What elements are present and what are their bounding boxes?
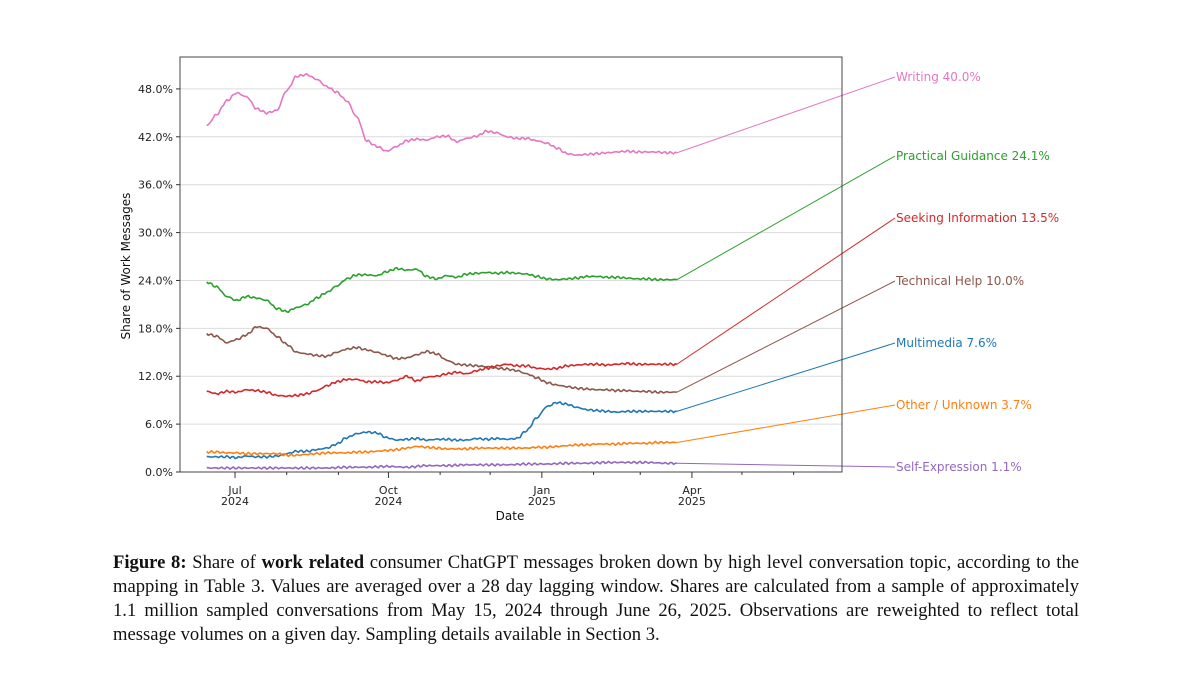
legend-connector bbox=[676, 404, 896, 443]
legend-connector bbox=[676, 217, 896, 365]
legend-connectors bbox=[676, 76, 896, 468]
y-tick-label: 6.0% bbox=[145, 418, 173, 431]
gridlines bbox=[180, 88, 842, 473]
y-tick-label: 18.0% bbox=[138, 322, 173, 335]
legend-connector bbox=[676, 342, 896, 412]
y-axis-title: Share of Work Messages bbox=[119, 193, 133, 340]
x-tick-month: Oct bbox=[379, 484, 399, 497]
line-chart: 0.0% 6.0% 12.0% 18.0% 24.0% 30.0% 36.0% 42.0% 48… bbox=[119, 56, 1059, 523]
x-tick-month: Jan bbox=[532, 484, 550, 497]
series-line-other-unknown bbox=[206, 440, 677, 458]
y-tick-label: 0.0% bbox=[145, 466, 173, 479]
y-tick-label: 24.0% bbox=[138, 274, 173, 287]
caption-label: Figure 8: bbox=[113, 552, 187, 573]
x-tick-month: Jul bbox=[227, 484, 241, 497]
y-tick-label: 48.0% bbox=[138, 83, 173, 96]
legend-label: Multimedia 7.6% bbox=[896, 336, 997, 350]
x-tick-year: 2025 bbox=[678, 495, 706, 508]
plot-frame bbox=[179, 56, 843, 473]
x-tick-year: 2025 bbox=[528, 495, 556, 508]
y-tick-label: 36.0% bbox=[138, 179, 173, 192]
y-axis: 0.0% 6.0% 12.0% 18.0% 24.0% 30.0% 36.0% 42.0% 48… bbox=[138, 83, 180, 479]
legend-connector bbox=[676, 462, 896, 468]
legend-label: Writing 40.0% bbox=[896, 70, 981, 84]
legend-connector bbox=[676, 280, 896, 393]
legend-label: Other / Unknown 3.7% bbox=[896, 398, 1032, 412]
series-lines bbox=[206, 72, 678, 470]
series-line-technical-help bbox=[206, 325, 677, 394]
legend-label: Self-Expression 1.1% bbox=[896, 460, 1022, 474]
series-line-practical-guidance bbox=[206, 266, 678, 313]
series-line-writing bbox=[206, 72, 678, 157]
x-tick-year: 2024 bbox=[221, 495, 249, 508]
y-tick-label: 42.0% bbox=[138, 131, 173, 144]
legend-connector bbox=[676, 155, 896, 281]
y-tick-label: 30.0% bbox=[138, 227, 173, 240]
legend-label: Practical Guidance 24.1% bbox=[896, 149, 1050, 163]
caption-text-after: consumer ChatGPT messages broken down by… bbox=[113, 552, 1079, 645]
y-tick-label: 12.0% bbox=[138, 370, 173, 383]
caption-bold-text: work related bbox=[261, 552, 365, 573]
series-line-seeking-information bbox=[206, 362, 678, 398]
x-tick-month: Apr bbox=[682, 484, 702, 497]
series-line-self-expression bbox=[206, 460, 677, 470]
x-tick-year: 2024 bbox=[374, 495, 402, 508]
legend-label: Seeking Information 13.5% bbox=[896, 211, 1059, 225]
x-axis-title: Date bbox=[496, 509, 525, 523]
legend-label: Technical Help 10.0% bbox=[895, 274, 1024, 288]
legend: Writing 40.0% Practical Guidance 24.1% See… bbox=[895, 70, 1059, 474]
figure-caption: Figure 8: Share of work related consumer… bbox=[113, 551, 1079, 647]
legend-connector bbox=[676, 76, 896, 154]
caption-text-before: Share of bbox=[186, 552, 262, 573]
